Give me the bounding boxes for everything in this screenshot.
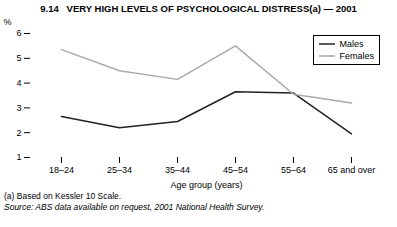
svg-text:1: 1 (16, 152, 21, 162)
svg-text:55–64: 55–64 (281, 165, 306, 175)
svg-text:25–34: 25–34 (107, 165, 132, 175)
svg-text:%: % (4, 17, 12, 27)
svg-text:18–24: 18–24 (49, 165, 74, 175)
svg-text:4: 4 (16, 78, 21, 88)
html-text:9.14 VERY HIGH LEVELS OF PSYCH: 9.14 VERY HIGH LEVELS OF PSYCHOLOGICAL D… (40, 3, 357, 14)
svg-text:2: 2 (16, 128, 21, 138)
svg-text:45–54: 45–54 (223, 165, 248, 175)
svg-text:35–44: 35–44 (165, 165, 190, 175)
html-text:Females: Females (339, 51, 374, 61)
html-text:Source: ABS data available on: Source: ABS data available on request, 2… (4, 202, 265, 212)
html-text:Males: Males (339, 39, 364, 49)
svg-text:5: 5 (16, 53, 21, 63)
svg-text:3: 3 (16, 103, 21, 113)
svg-text:6: 6 (16, 28, 21, 38)
svg-text:65 and over: 65 and over (328, 165, 376, 175)
html-text:(a) Based on Kessler 10 Scale.: (a) Based on Kessler 10 Scale. (4, 191, 122, 201)
svg-text:Age group (years): Age group (years) (170, 180, 242, 190)
